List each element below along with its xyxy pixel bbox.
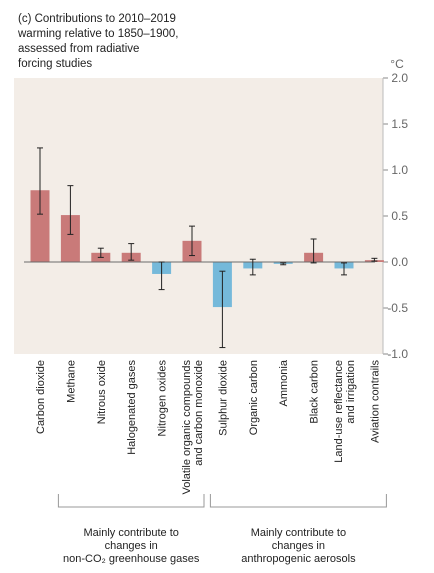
category-label: Nitrogen oxides [157, 360, 169, 437]
y-tick-label: 1.0 [391, 163, 408, 177]
group-label: Mainly contribute to [251, 527, 346, 539]
category-label: Methane [65, 360, 77, 403]
category-label: Halogenated gases [126, 360, 138, 455]
y-tick-label: -1.0 [387, 347, 408, 361]
y-tick-label: 2.0 [391, 71, 408, 85]
bar [30, 190, 50, 262]
category-label: Ammonia [278, 359, 290, 406]
title-line: warming relative to 1850–1900, [18, 28, 179, 40]
category-label: Land-use reflectance [333, 360, 345, 463]
group-label: Mainly contribute to [84, 527, 179, 539]
y-tick-label: 0.0 [391, 255, 408, 269]
category-label: Volatile organic compounds [181, 360, 193, 495]
title-line: (c) Contributions to 2010–2019 [18, 13, 176, 25]
category-label: and irrigation [345, 360, 357, 424]
category-label: and carbon monoxide [193, 360, 205, 466]
bar [60, 215, 80, 262]
group-label: anthropogenic aerosols [241, 553, 356, 565]
category-label: Carbon dioxide [35, 360, 47, 434]
category-label: Organic carbon [248, 360, 260, 435]
category-label: Black carbon [309, 360, 321, 424]
y-tick-label: 1.5 [391, 117, 408, 131]
title-line: forcing studies [18, 58, 93, 70]
group-label: non-CO₂ greenhouse gases [63, 553, 200, 565]
chart-title: (c) Contributions to 2010–2019 warming r… [18, 12, 248, 72]
y-tick-label: 0.5 [391, 209, 408, 223]
group-label: changes in [272, 540, 325, 552]
group-label: changes in [105, 540, 158, 552]
category-label: Sulphur dioxide [217, 360, 229, 436]
category-label: Nitrous oxide [96, 360, 108, 424]
y-tick-label: -0.5 [387, 301, 408, 315]
group-bracket [57, 494, 205, 508]
title-line: assessed from radiative [18, 43, 140, 55]
y-axis-unit: °C [390, 57, 404, 71]
group-bracket [209, 494, 387, 508]
category-label: Aviation contrails [369, 360, 381, 443]
